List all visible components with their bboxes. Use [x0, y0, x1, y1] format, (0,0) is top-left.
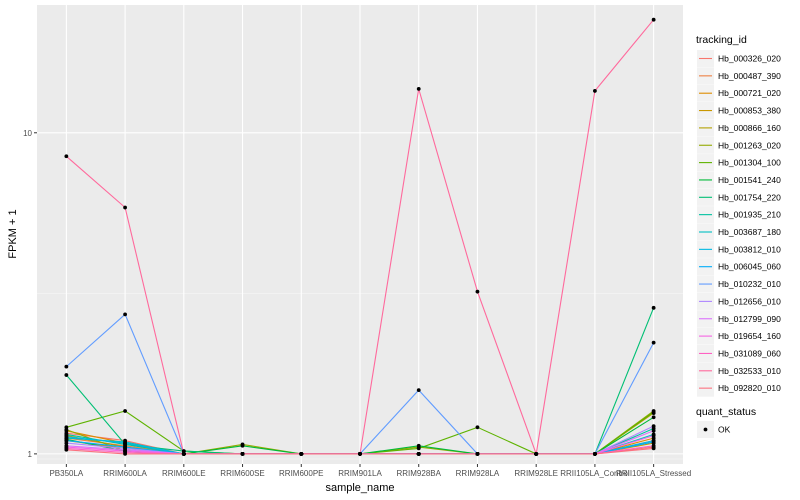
- legend-label: Hb_000326_020: [718, 54, 781, 64]
- data-point: [593, 89, 597, 93]
- x-tick-label: RRIM600SE: [220, 469, 264, 478]
- y-tick-label: 1: [28, 450, 33, 459]
- legend-label: Hb_001263_020: [718, 140, 781, 150]
- legend-label: Hb_000487_390: [718, 71, 781, 81]
- data-point: [64, 364, 69, 369]
- data-points: [64, 17, 656, 456]
- data-point: [64, 447, 69, 452]
- data-point: [416, 446, 421, 451]
- legend-label: Hb_092820_010: [718, 383, 781, 393]
- data-point: [651, 305, 656, 310]
- data-point: [651, 433, 656, 438]
- data-point: [651, 17, 656, 22]
- legend-title: tracking_id: [696, 34, 747, 46]
- legend-label: Hb_031089_060: [718, 348, 781, 358]
- data-point: [416, 86, 421, 91]
- x-tick-label: RRIM928BA: [396, 469, 441, 478]
- data-point: [534, 451, 539, 456]
- legend-label: Hb_001935_210: [718, 210, 781, 220]
- x-tick-label: RRIM901LA: [338, 469, 382, 478]
- data-point: [64, 373, 69, 377]
- data-point: [64, 434, 69, 439]
- data-point: [299, 451, 304, 456]
- legend: tracking_id Hb_000326_020 Hb_000487_390 Hb…: [696, 34, 781, 438]
- data-point: [475, 451, 480, 456]
- data-point: [651, 424, 656, 429]
- x-tick-label: PB350LA: [49, 469, 83, 478]
- data-point: [651, 428, 656, 433]
- data-point: [240, 451, 245, 456]
- legend-label: Hb_019654_160: [718, 331, 781, 341]
- data-point: [593, 451, 597, 456]
- data-point: [651, 439, 656, 444]
- data-point: [651, 340, 656, 345]
- x-tick-label: RRIM600PE: [279, 469, 323, 478]
- legend-label: Hb_001304_100: [718, 158, 781, 168]
- x-axis: PB350LA RRIM600LA RRIM600LE RRIM600SE RRIM60…: [49, 464, 691, 478]
- legend-label: Hb_000866_160: [718, 123, 781, 133]
- legend-label: Hb_010232_010: [718, 279, 781, 289]
- legend-label: Hb_001541_240: [718, 175, 781, 185]
- legend-label: Hb_012799_090: [718, 314, 781, 324]
- data-point: [651, 443, 656, 448]
- legend-label: Hb_003687_180: [718, 227, 781, 237]
- data-point: [181, 449, 186, 454]
- x-tick-label: RRIM600LE: [162, 469, 206, 478]
- x-tick-label: RRII105LA_Control: [560, 469, 630, 478]
- legend-label: Hb_001754_220: [718, 192, 781, 202]
- shape-legend-swatch: [703, 427, 708, 432]
- y-axis-title: FPKM + 1: [7, 209, 19, 258]
- data-point: [123, 441, 127, 446]
- data-point: [651, 410, 656, 414]
- data-point: [416, 443, 421, 448]
- data-point: [181, 451, 186, 456]
- data-point: [64, 441, 69, 446]
- data-point: [64, 425, 69, 430]
- x-tick-label: RRIM600LA: [103, 469, 147, 478]
- x-tick-label: RRIM928LE: [514, 469, 558, 478]
- y-axis: 1 10: [23, 129, 37, 459]
- data-point: [123, 312, 127, 317]
- data-point: [651, 415, 656, 420]
- data-point: [64, 154, 69, 159]
- legend-label: Hb_000853_380: [718, 106, 781, 116]
- x-tick-label: RRII105LA_Stressed: [616, 469, 691, 478]
- data-point: [358, 451, 362, 456]
- x-axis-title: sample_name: [325, 482, 394, 494]
- data-point: [651, 446, 656, 451]
- legend-label: Hb_000721_020: [718, 88, 781, 98]
- data-point: [123, 451, 127, 456]
- data-point: [416, 388, 421, 392]
- legend-label: Hb_003812_010: [718, 244, 781, 254]
- data-point: [475, 425, 480, 430]
- y-tick-label: 10: [23, 129, 32, 138]
- shape-legend-title: quant_status: [696, 406, 756, 418]
- data-point: [416, 451, 421, 456]
- data-point: [123, 409, 127, 413]
- data-point: [123, 205, 127, 210]
- legend-label: Hb_012656_010: [718, 296, 781, 306]
- legend-label: Hb_032533_010: [718, 366, 781, 376]
- legend-label: Hb_006045_060: [718, 262, 781, 272]
- shape-legend-label: OK: [718, 425, 731, 435]
- data-point: [475, 289, 480, 294]
- data-point: [240, 443, 245, 448]
- x-tick-label: RRIM928LA: [456, 469, 500, 478]
